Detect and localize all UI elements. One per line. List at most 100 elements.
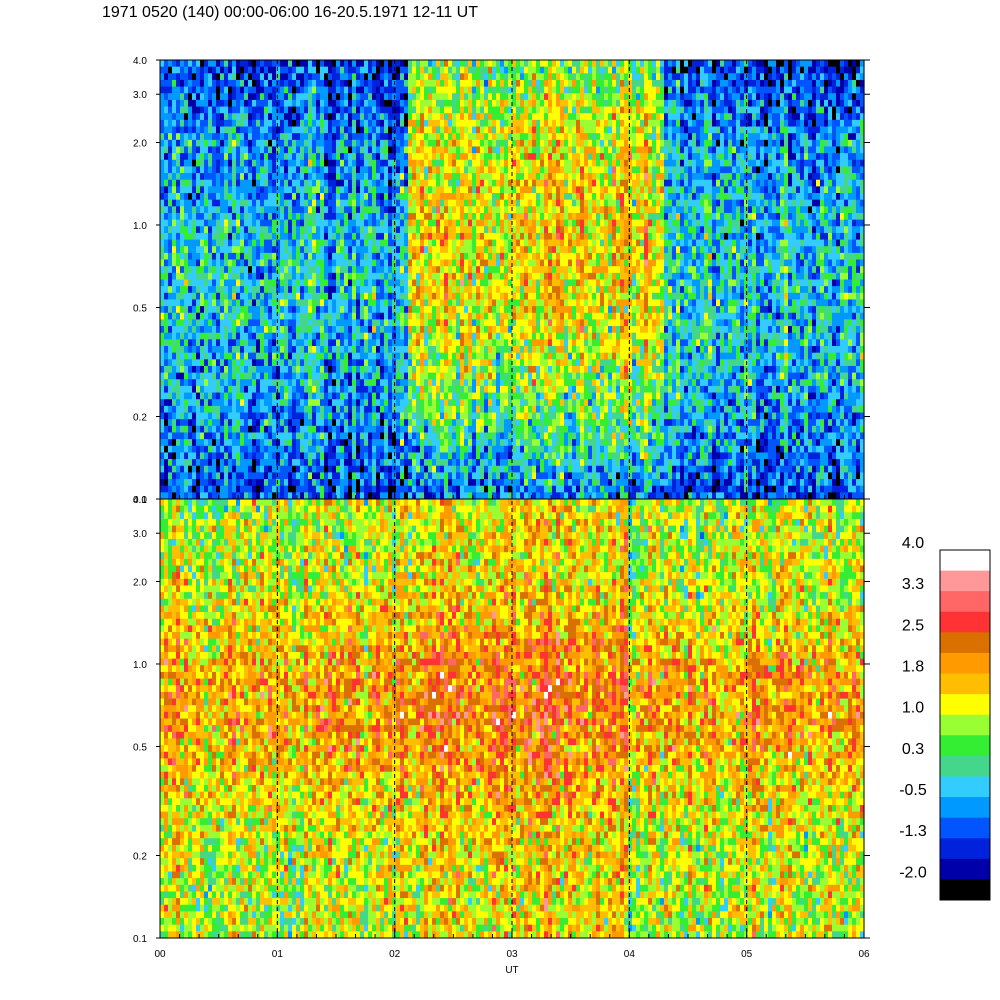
upper-panel-cell bbox=[416, 153, 421, 161]
upper-panel-cell bbox=[304, 119, 309, 128]
upper-panel-cell bbox=[356, 199, 361, 207]
upper-panel-cell bbox=[256, 199, 261, 207]
upper-panel-cell bbox=[344, 365, 349, 374]
upper-panel-cell bbox=[296, 212, 301, 221]
upper-panel-cell bbox=[260, 452, 265, 460]
upper-panel-cell bbox=[324, 226, 329, 234]
upper-panel-cell bbox=[336, 60, 341, 68]
upper-panel-cell bbox=[300, 485, 305, 493]
upper-panel-cell bbox=[164, 212, 169, 221]
upper-panel-cell bbox=[280, 133, 285, 141]
upper-panel-cell bbox=[308, 66, 313, 74]
upper-panel-cell bbox=[352, 279, 357, 287]
upper-panel-cell bbox=[376, 212, 381, 221]
upper-panel-cell bbox=[284, 86, 289, 94]
upper-panel-cell bbox=[172, 113, 177, 121]
upper-panel-cell bbox=[360, 79, 365, 88]
upper-panel-cell bbox=[248, 332, 253, 340]
upper-panel-cell bbox=[328, 332, 333, 340]
upper-panel-cell bbox=[452, 266, 457, 274]
upper-panel-cell bbox=[256, 339, 261, 347]
upper-panel-cell bbox=[376, 226, 381, 234]
upper-panel-cell bbox=[212, 206, 217, 214]
upper-panel-cell bbox=[340, 99, 345, 108]
upper-panel-cell bbox=[376, 246, 381, 254]
upper-panel-cell bbox=[168, 232, 173, 241]
upper-panel-cell bbox=[276, 346, 281, 354]
upper-panel-cell bbox=[444, 119, 449, 128]
upper-panel-cell bbox=[456, 252, 461, 261]
upper-panel-cell bbox=[236, 312, 241, 321]
upper-panel-cell bbox=[420, 392, 425, 400]
upper-panel-cell bbox=[160, 326, 165, 334]
upper-panel-cell bbox=[440, 372, 445, 380]
upper-panel-cell bbox=[456, 372, 461, 380]
upper-panel-cell bbox=[288, 173, 293, 181]
upper-panel-cell bbox=[284, 485, 289, 493]
upper-panel-cell bbox=[312, 452, 317, 460]
upper-panel-cell bbox=[288, 272, 293, 281]
upper-panel-cell bbox=[348, 332, 353, 340]
upper-panel-cell bbox=[180, 312, 185, 321]
upper-panel-cell bbox=[392, 159, 397, 168]
upper-panel-cell bbox=[220, 252, 225, 261]
upper-panel-cell bbox=[316, 359, 321, 367]
upper-panel-cell bbox=[220, 146, 225, 154]
upper-panel-cell bbox=[444, 126, 449, 134]
upper-panel-cell bbox=[408, 226, 413, 234]
upper-panel-cell bbox=[228, 226, 233, 234]
upper-panel-cell bbox=[188, 153, 193, 161]
upper-panel-cell bbox=[372, 359, 377, 367]
upper-panel-cell bbox=[412, 259, 417, 267]
upper-panel-cell bbox=[300, 312, 305, 321]
upper-panel-cell bbox=[212, 346, 217, 354]
upper-panel-cell bbox=[232, 419, 237, 427]
upper-panel-cell bbox=[440, 166, 445, 174]
upper-panel-cell bbox=[196, 312, 201, 321]
upper-panel-cell bbox=[316, 279, 321, 287]
upper-panel-cell bbox=[440, 332, 445, 340]
upper-panel-cell bbox=[188, 492, 193, 500]
upper-panel-cell bbox=[424, 193, 429, 201]
upper-panel-cell bbox=[228, 252, 233, 261]
upper-panel-cell bbox=[384, 365, 389, 374]
upper-panel-cell bbox=[428, 226, 433, 234]
upper-panel-cell bbox=[408, 319, 413, 327]
upper-panel-cell bbox=[376, 186, 381, 194]
upper-panel-cell bbox=[400, 419, 405, 427]
upper-panel-cell bbox=[304, 153, 309, 161]
upper-panel-cell bbox=[256, 146, 261, 154]
upper-panel-cell bbox=[344, 252, 349, 261]
upper-panel-cell bbox=[448, 365, 453, 374]
upper-panel-cell bbox=[388, 272, 393, 281]
upper-panel-cell bbox=[352, 66, 357, 74]
upper-panel-cell bbox=[264, 139, 269, 148]
upper-panel-cell bbox=[204, 133, 209, 141]
upper-panel-cell bbox=[300, 159, 305, 168]
upper-panel-cell bbox=[404, 146, 409, 154]
upper-panel-cell bbox=[188, 212, 193, 221]
upper-panel-cell bbox=[284, 365, 289, 374]
upper-panel-cell bbox=[284, 439, 289, 447]
upper-panel-cell bbox=[340, 439, 345, 447]
upper-panel-cell bbox=[432, 445, 437, 454]
upper-panel-cell bbox=[388, 166, 393, 174]
upper-panel-cell bbox=[348, 485, 353, 493]
upper-panel-cell bbox=[372, 119, 377, 128]
upper-panel-cell bbox=[308, 485, 313, 493]
upper-panel-cell bbox=[332, 346, 337, 354]
upper-panel-cell bbox=[332, 199, 337, 207]
upper-panel-cell bbox=[212, 379, 217, 387]
upper-panel-cell bbox=[308, 219, 313, 227]
upper-panel-cell bbox=[204, 346, 209, 354]
upper-panel-cell bbox=[236, 206, 241, 214]
upper-panel-cell bbox=[212, 93, 217, 101]
upper-panel-cell bbox=[440, 159, 445, 168]
upper-panel-cell bbox=[300, 219, 305, 227]
upper-panel-cell bbox=[260, 232, 265, 241]
upper-panel-cell bbox=[188, 346, 193, 354]
upper-panel-cell bbox=[172, 352, 177, 360]
upper-panel-cell bbox=[296, 405, 301, 414]
upper-panel-cell bbox=[260, 306, 265, 314]
upper-panel-cell bbox=[160, 385, 165, 394]
